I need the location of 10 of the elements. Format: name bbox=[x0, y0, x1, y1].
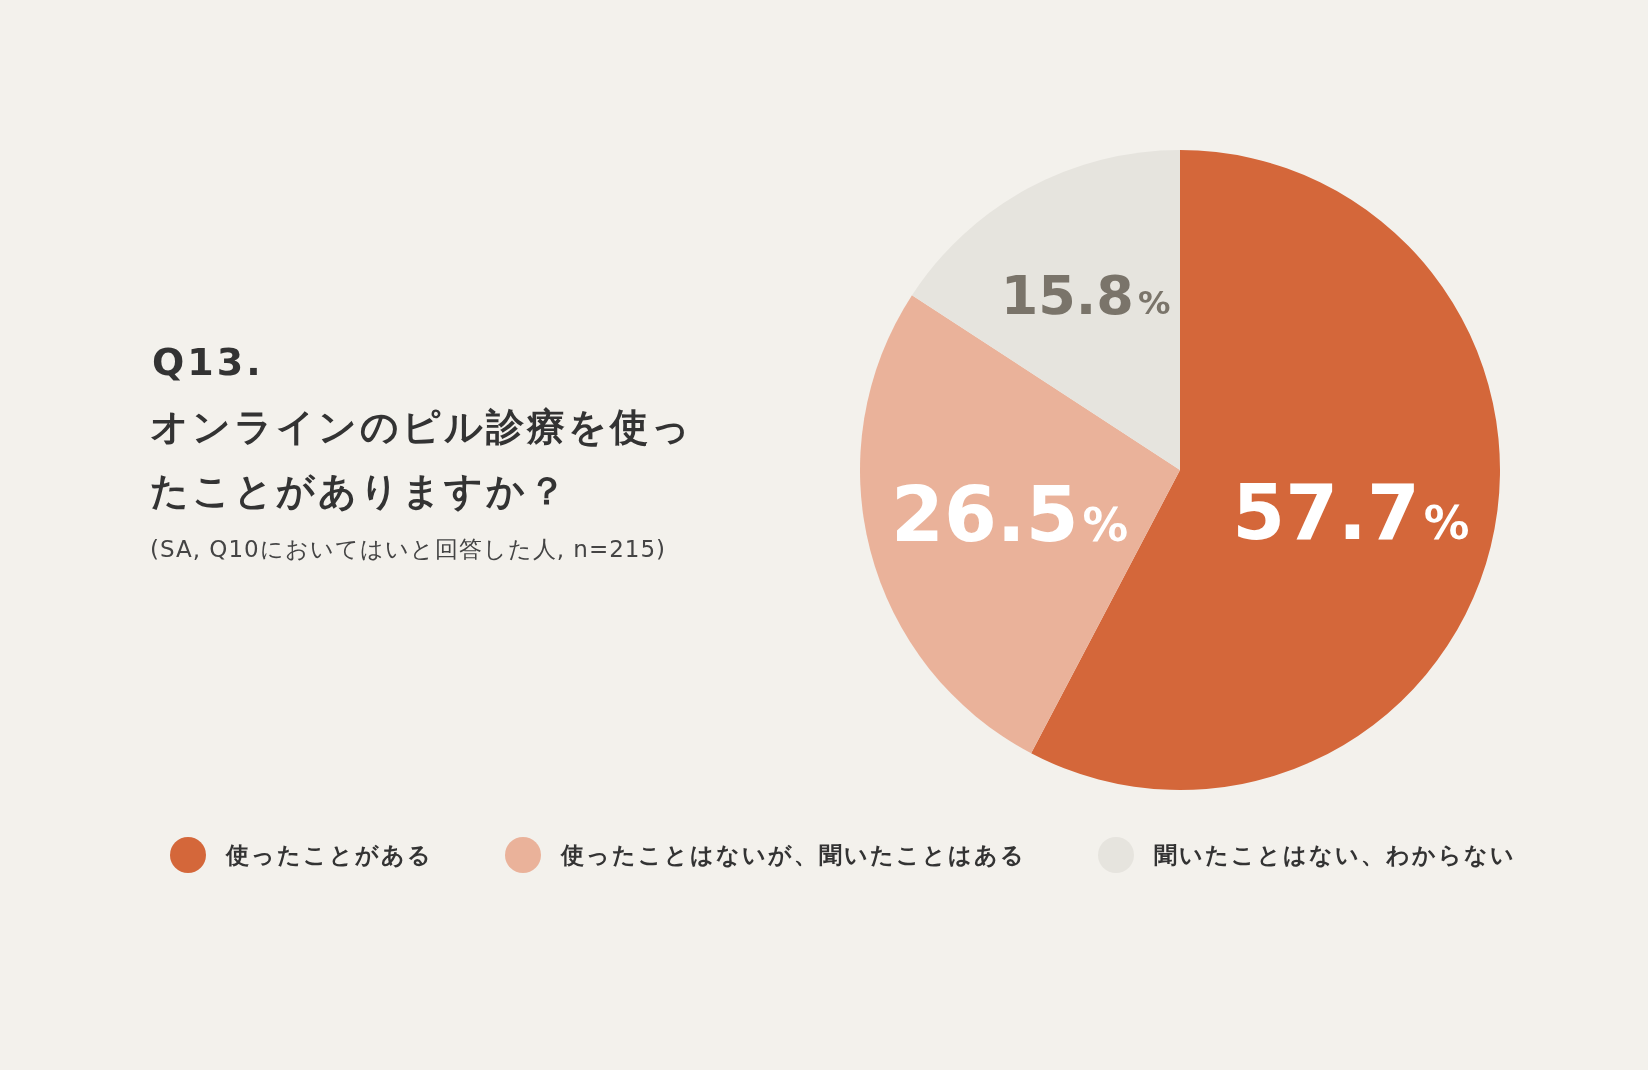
text: Q13. bbox=[152, 340, 264, 384]
legend-label: 使ったことはないが、聞いたことはある bbox=[560, 842, 1026, 868]
text: (SA, Q10においてはいと回答した人, n=215) bbox=[150, 536, 667, 562]
data-label: 26.5% bbox=[891, 469, 1129, 559]
pie-slice bbox=[911, 150, 1180, 470]
text: オンラインのピル診療を使ったことがありますか？ bbox=[150, 404, 694, 515]
data-label: 15.8% bbox=[1000, 264, 1171, 328]
legend-label: 使ったことがある bbox=[225, 842, 433, 868]
legend-label: 聞いたことはない、わからない bbox=[1154, 842, 1516, 868]
data-label: 57.7% bbox=[1232, 467, 1470, 557]
